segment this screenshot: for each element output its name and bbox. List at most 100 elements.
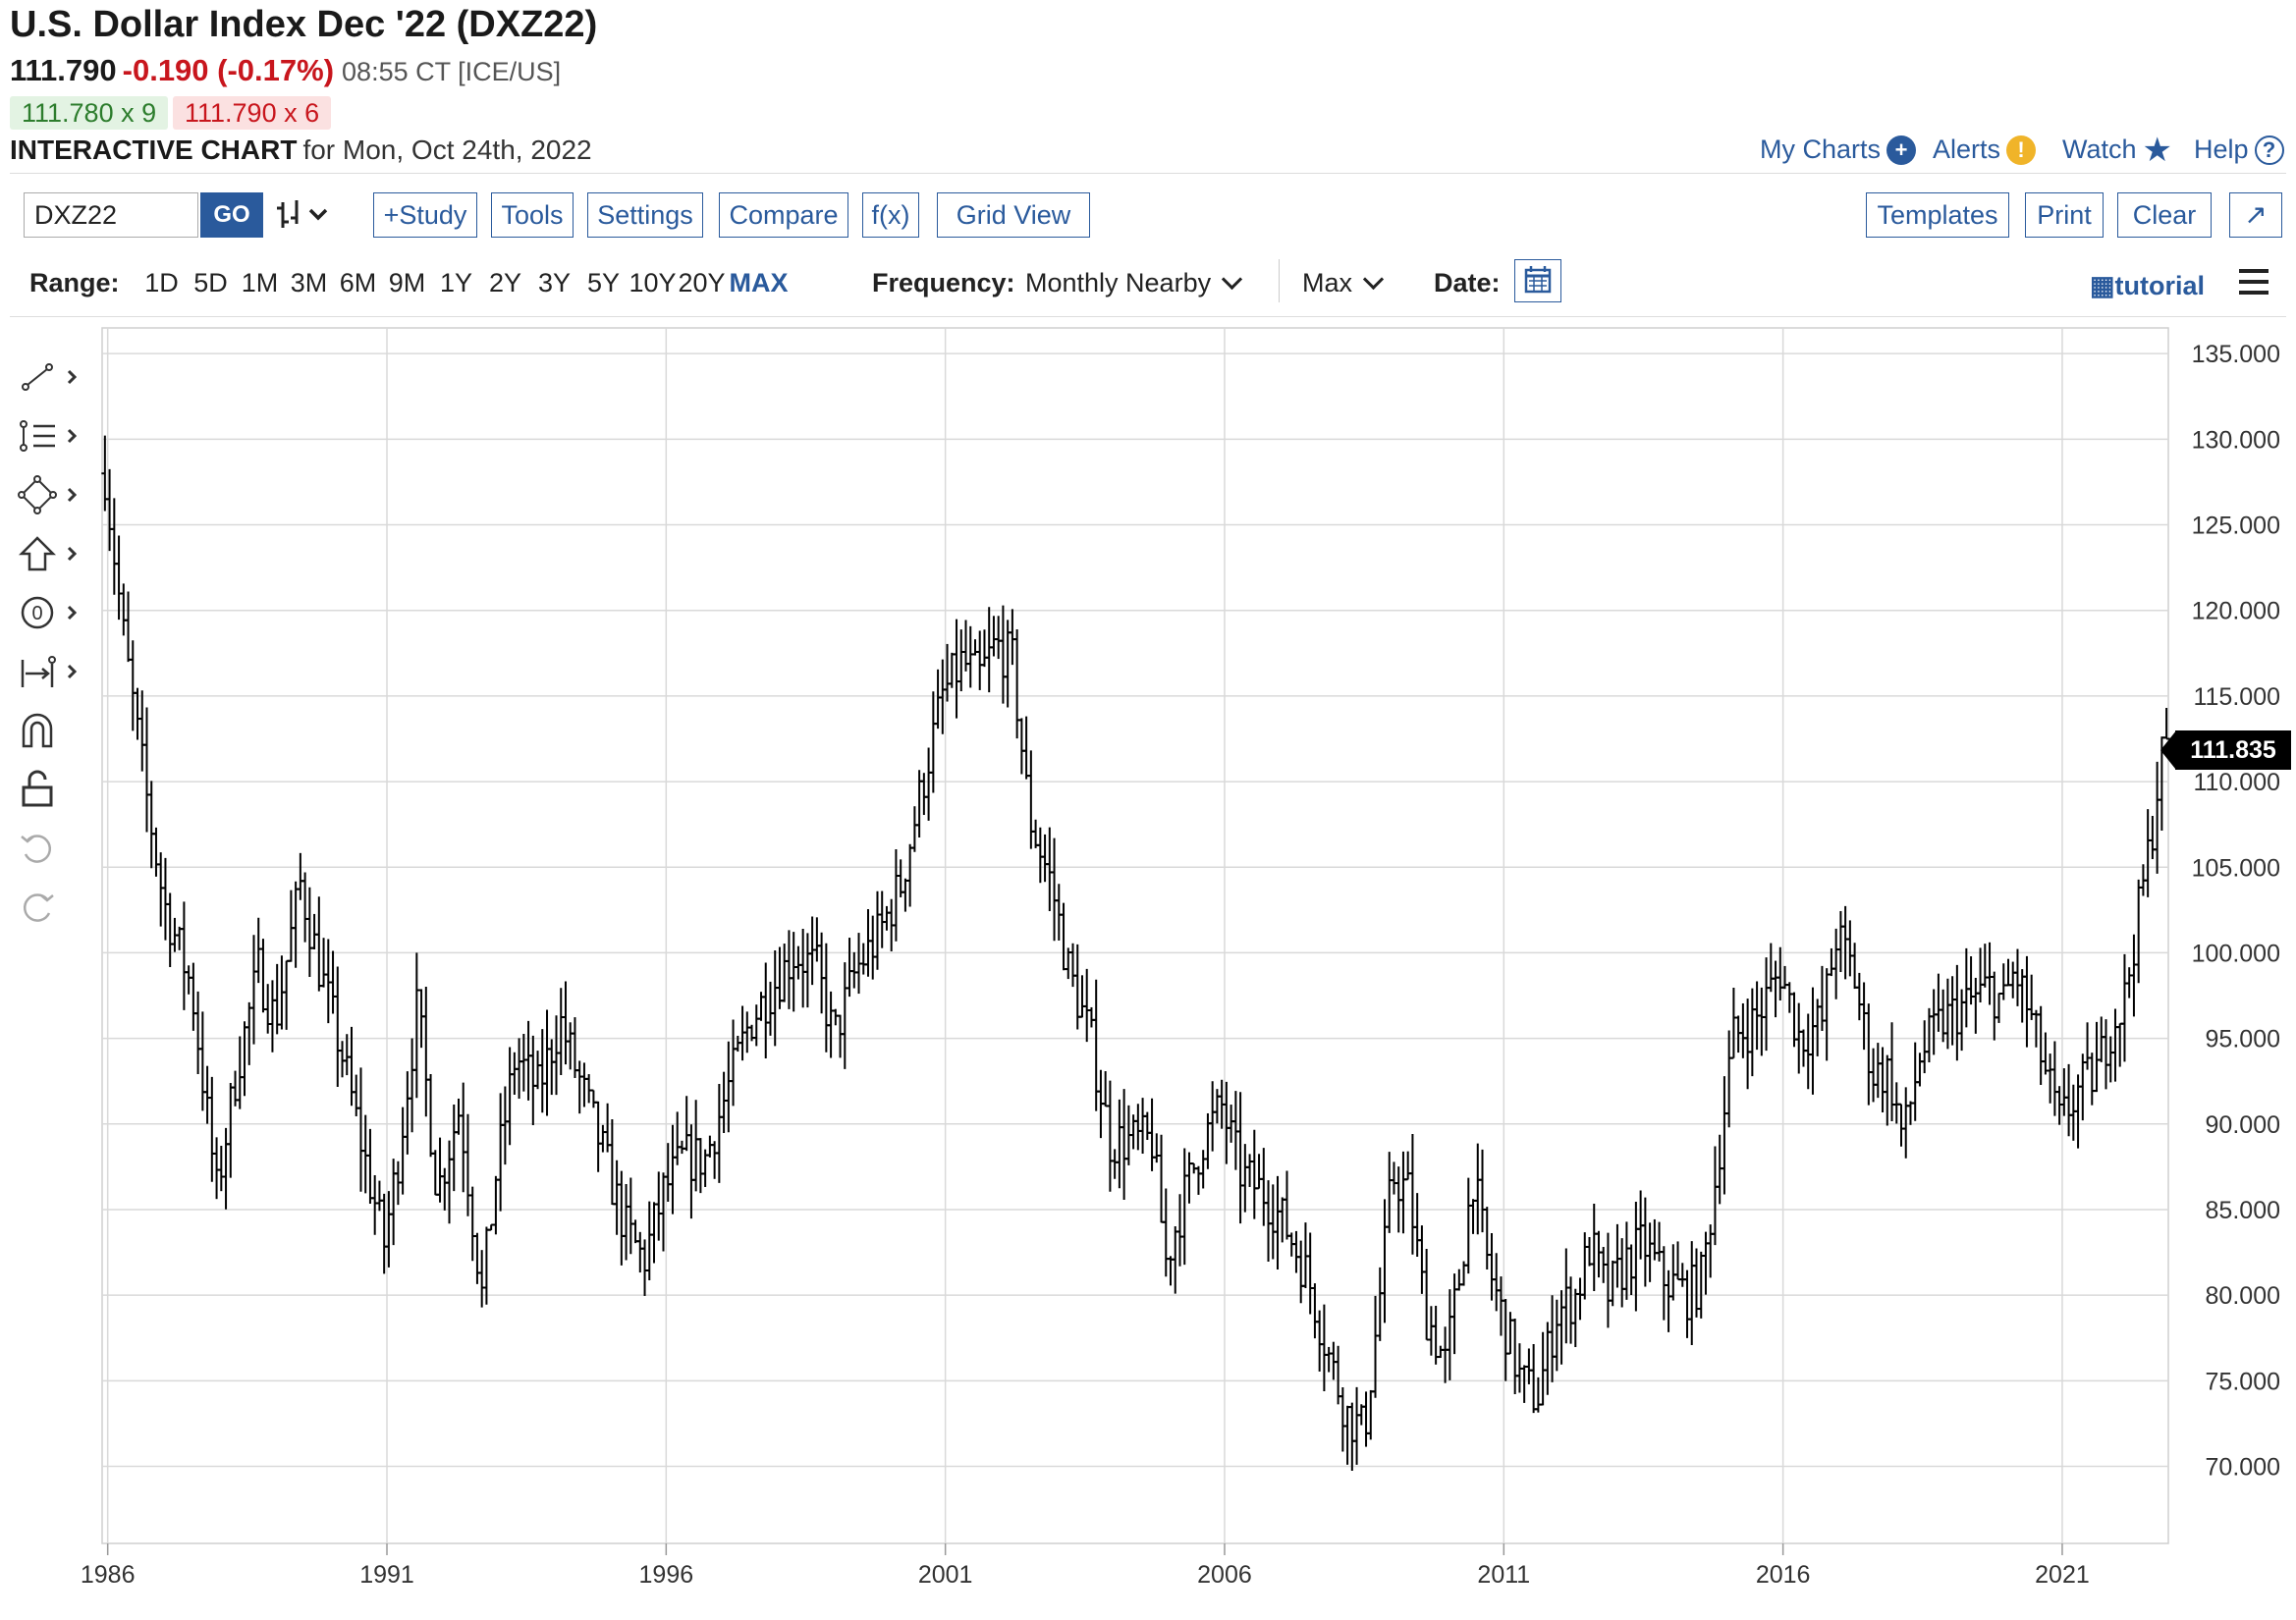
- compare-button[interactable]: Compare: [719, 192, 848, 238]
- x-tick-label: 2006: [1197, 1561, 1252, 1589]
- y-tick-label: 130.000: [2192, 426, 2280, 454]
- watch-link[interactable]: Watch ★: [2062, 131, 2172, 169]
- study-button[interactable]: +Study: [373, 192, 477, 238]
- range-1y[interactable]: 1Y: [440, 267, 473, 297]
- y-tick-label: 85.000: [2206, 1197, 2280, 1224]
- interactive-chart-date: for Mon, Oct 24th, 2022: [302, 135, 592, 165]
- range-20y[interactable]: 20Y: [678, 267, 726, 297]
- frequency-value: Monthly Nearby: [1025, 268, 1212, 297]
- help-label: Help: [2194, 135, 2249, 164]
- aggregation-value: Max: [1302, 268, 1353, 297]
- templates-button[interactable]: Templates: [1866, 192, 2009, 238]
- divider: [10, 173, 2286, 174]
- last-price: 111.790: [10, 53, 117, 87]
- bid-badge: 111.780 x 9: [10, 96, 169, 130]
- star-icon: ★: [2142, 131, 2172, 169]
- interactive-chart-label: INTERACTIVE CHART: [10, 135, 298, 165]
- svg-text:0: 0: [31, 603, 42, 624]
- symbol-input[interactable]: [24, 192, 198, 238]
- x-tick-label: 2021: [2035, 1561, 2090, 1589]
- range-3m[interactable]: 3M: [290, 267, 328, 297]
- y-tick-label: 100.000: [2192, 940, 2280, 967]
- hamburger-menu-icon[interactable]: [2239, 269, 2269, 295]
- date-label: Date:: [1434, 268, 1501, 297]
- y-tick-label: 115.000: [2193, 683, 2280, 711]
- x-tick-label: 1996: [639, 1561, 694, 1589]
- expand-button[interactable]: ↗: [2229, 192, 2282, 238]
- fibonacci-tool-icon[interactable]: [18, 416, 77, 459]
- calendar-icon: [1524, 266, 1552, 294]
- x-tick-label: 1991: [359, 1561, 414, 1589]
- print-button[interactable]: Print: [2025, 192, 2104, 238]
- range-1d[interactable]: 1D: [144, 267, 179, 297]
- undo-icon[interactable]: [18, 829, 77, 872]
- aggregation-dropdown[interactable]: Max: [1302, 263, 1385, 302]
- ohlc-bars: [101, 435, 2170, 1472]
- page-title: U.S. Dollar Index Dec '22 (DXZ22): [10, 4, 598, 45]
- film-icon: ▦: [2090, 271, 2115, 300]
- my-charts-link[interactable]: My Charts +: [1760, 135, 1917, 165]
- plot-area: [101, 327, 2169, 1544]
- range-3y[interactable]: 3Y: [538, 267, 572, 297]
- range-max[interactable]: MAX: [729, 267, 789, 297]
- annotation-tool-icon[interactable]: 0: [18, 593, 77, 636]
- alert-icon: !: [2006, 135, 2037, 165]
- frequency-label: Frequency:: [872, 268, 1015, 297]
- x-tick-label: 1986: [81, 1561, 136, 1589]
- grid-vertical: [106, 328, 2063, 1555]
- last-price-pointer: [2160, 730, 2176, 771]
- redo-icon[interactable]: [18, 888, 77, 931]
- grid-horizontal: [102, 352, 2168, 1468]
- y-tick-label: 95.000: [2206, 1026, 2280, 1053]
- frequency-dropdown[interactable]: Monthly Nearby: [1025, 263, 1243, 302]
- range-6m[interactable]: 6M: [339, 267, 377, 297]
- y-tick-label: 110.000: [2193, 769, 2280, 796]
- clear-button[interactable]: Clear: [2117, 192, 2212, 238]
- range-10y[interactable]: 10Y: [629, 267, 677, 297]
- range-9m[interactable]: 9M: [388, 267, 426, 297]
- function-button[interactable]: f(x): [862, 192, 919, 238]
- x-tick-label: 2011: [1477, 1561, 1530, 1589]
- last-price-tag: 111.835: [2175, 730, 2291, 771]
- ask-badge: 111.790 x 6: [173, 96, 332, 130]
- help-link[interactable]: Help ?: [2194, 135, 2284, 165]
- price-chart[interactable]: 135.000 130.000 125.000 120.000 115.000 110.0…: [0, 324, 2296, 1620]
- arrow-up-tool-icon[interactable]: [18, 534, 77, 577]
- divider: [1279, 259, 1280, 302]
- line-tool-icon[interactable]: [18, 357, 77, 401]
- my-charts-label: My Charts: [1760, 135, 1882, 164]
- alerts-link[interactable]: Alerts !: [1933, 135, 2037, 165]
- plus-circle-icon: +: [1886, 135, 1917, 165]
- settings-button[interactable]: Settings: [587, 192, 703, 238]
- tutorial-label: tutorial: [2114, 271, 2206, 300]
- measure-tool-icon[interactable]: [18, 652, 77, 695]
- y-tick-label: 90.000: [2206, 1111, 2280, 1139]
- expand-arrow-icon: ↗: [2244, 199, 2268, 230]
- y-tick-label: 80.000: [2206, 1282, 2280, 1310]
- go-button[interactable]: GO: [200, 192, 263, 238]
- range-label: Range:: [29, 267, 120, 297]
- x-tick-label: 2001: [918, 1561, 973, 1589]
- divider: [10, 316, 2286, 317]
- x-axis-labels: 1986 1991 1996 2001 2006 2011 2016 2021: [81, 1561, 2090, 1589]
- chevron-down-icon: [1221, 268, 1243, 291]
- ohlc-bars-icon: [277, 200, 328, 228]
- y-tick-label: 105.000: [2192, 854, 2280, 882]
- range-2y[interactable]: 2Y: [489, 267, 522, 297]
- lock-icon[interactable]: [18, 770, 77, 813]
- date-picker-button[interactable]: [1514, 259, 1561, 302]
- y-tick-label: 75.000: [2206, 1368, 2280, 1395]
- range-5y[interactable]: 5Y: [587, 267, 621, 297]
- grid-view-button[interactable]: Grid View: [937, 192, 1090, 238]
- alerts-label: Alerts: [1933, 135, 2001, 164]
- tools-button[interactable]: Tools: [491, 192, 574, 238]
- range-5d[interactable]: 5D: [193, 267, 228, 297]
- tutorial-link[interactable]: ▦tutorial: [2090, 271, 2205, 301]
- y-tick-label: 120.000: [2192, 598, 2280, 625]
- bar-type-dropdown[interactable]: [275, 196, 334, 243]
- y-axis-labels: 135.000 130.000 125.000 120.000 115.000 110.0…: [2192, 341, 2280, 1481]
- interactive-chart-heading: INTERACTIVE CHART for Mon, Oct 24th, 2022: [10, 135, 592, 166]
- magnet-icon[interactable]: [18, 711, 77, 754]
- range-1m[interactable]: 1M: [241, 267, 279, 297]
- shape-tool-icon[interactable]: [18, 475, 77, 518]
